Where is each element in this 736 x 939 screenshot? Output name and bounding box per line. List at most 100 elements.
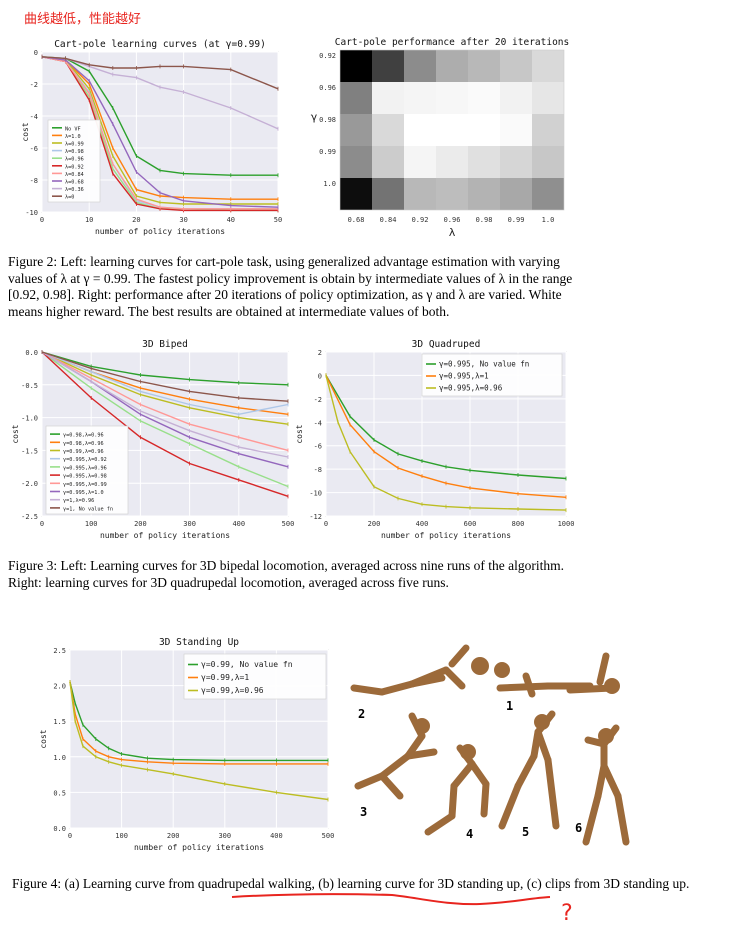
heatmap-cell bbox=[500, 178, 532, 210]
y-tick-label: 2 bbox=[318, 349, 322, 357]
legend-box bbox=[183, 653, 327, 700]
cartpole-learning-curves-chart: 0 10 20 30 40 50 0 -2 -4 -6 -8 -10 Cart-pole learnin… bbox=[21, 39, 282, 236]
figure-clip-3 bbox=[354, 712, 438, 800]
heatmap-cell bbox=[340, 50, 372, 82]
heatmap-cell bbox=[372, 82, 404, 114]
y-tick-label: -1.5 bbox=[21, 447, 38, 455]
y-tick-label: 0.96 bbox=[319, 84, 336, 92]
x-tick-label: 100 bbox=[115, 832, 128, 840]
heatmap-cell bbox=[468, 114, 500, 146]
clip-label-4: 4 bbox=[466, 827, 473, 841]
series-line bbox=[325, 375, 567, 511]
heatmap-cell bbox=[532, 50, 564, 82]
y-tick-label: 0.98 bbox=[319, 116, 336, 124]
y-tick-label: -4 bbox=[30, 113, 38, 121]
x-axis-label: number of policy iterations bbox=[381, 531, 511, 540]
x-tick-label: 0 bbox=[324, 520, 328, 528]
legend-entry: γ=0.99, No value fn bbox=[201, 660, 293, 669]
heatmap-cell bbox=[436, 146, 468, 178]
heatmap-cell bbox=[436, 178, 468, 210]
standing-up-clips-illustration: 2 1 3 4 5 6 bbox=[350, 644, 630, 846]
heatmap-cell bbox=[532, 178, 564, 210]
y-tick-label: -4 bbox=[314, 419, 322, 427]
y-axis-label: cost bbox=[295, 424, 304, 443]
legend-entry: γ=0.995,λ=0.99 bbox=[63, 482, 107, 488]
y-axis-label: cost bbox=[11, 424, 20, 443]
figure-clip-5 bbox=[498, 710, 560, 830]
y-tick-label: -8 bbox=[314, 466, 322, 474]
heatmap-cell bbox=[404, 82, 436, 114]
heatmap-cell bbox=[404, 50, 436, 82]
heatmap-cell bbox=[468, 146, 500, 178]
x-tick-label: 200 bbox=[368, 520, 381, 528]
series-line bbox=[41, 351, 289, 386]
biped-learning-curves-chart: 0 100 200 300 400 500 0.0 -0.5 -1.0 -1.5 -2.0 -2.5 3… bbox=[11, 339, 295, 540]
x-tick-label: 0.98 bbox=[476, 216, 493, 224]
y-tick-label: 1.0 bbox=[323, 180, 336, 188]
legend-entry: λ=0.99 bbox=[65, 142, 84, 148]
legend-entry: γ=0.995, No value fn bbox=[439, 360, 529, 369]
y-tick-label: 0 bbox=[34, 49, 38, 57]
question-mark-annotation: ? bbox=[560, 901, 573, 926]
figure2-caption: Figure 2: Left: learning curves for cart… bbox=[8, 254, 573, 319]
y-axis-label: γ bbox=[311, 110, 318, 123]
y-tick-label: 2.5 bbox=[53, 647, 66, 655]
heatmap-cell bbox=[372, 50, 404, 82]
x-tick-label: 0.96 bbox=[444, 216, 461, 224]
heatmap-cell bbox=[404, 114, 436, 146]
heatmap-cell bbox=[532, 114, 564, 146]
heatmap-cell bbox=[372, 178, 404, 210]
x-tick-label: 800 bbox=[512, 520, 525, 528]
y-tick-label: -0.5 bbox=[21, 382, 38, 390]
legend-entry: γ=1,λ=0.96 bbox=[63, 498, 94, 504]
heatmap-cell bbox=[500, 114, 532, 146]
x-tick-label: 0.99 bbox=[508, 216, 525, 224]
heatmap-cell bbox=[468, 178, 500, 210]
legend: γ=0.995, No value fn γ=0.995,λ=1 γ=0.995,λ… bbox=[421, 353, 563, 397]
chart-title: Cart-pole performance after 20 iteration… bbox=[335, 37, 570, 48]
y-axis-label: cost bbox=[21, 122, 30, 141]
y-axis-label: cost bbox=[39, 729, 48, 748]
y-tick-label: 1.5 bbox=[53, 718, 66, 726]
clip-label-5: 5 bbox=[522, 825, 529, 839]
chart-title: Cart-pole learning curves (at γ=0.99) bbox=[54, 39, 266, 50]
handwritten-note: 曲线越低，性能越好 bbox=[24, 12, 142, 27]
x-tick-label: 1.0 bbox=[542, 216, 555, 224]
y-tick-label: -2.5 bbox=[21, 513, 38, 521]
x-tick-label: 20 bbox=[132, 216, 140, 224]
series-line bbox=[41, 351, 289, 497]
clip-label-2: 2 bbox=[358, 707, 365, 721]
figure-clip-4 bbox=[424, 744, 490, 836]
legend-entry: γ=0.98,λ=0.96 bbox=[63, 433, 104, 439]
heatmap-cell bbox=[532, 82, 564, 114]
legend-entry: λ=0.96 bbox=[65, 157, 84, 163]
x-axis-label: λ bbox=[449, 226, 456, 238]
legend-entry: λ=0.36 bbox=[65, 187, 84, 193]
legend-entry: γ=0.99,λ=0.96 bbox=[201, 686, 264, 695]
x-tick-label: 50 bbox=[274, 216, 282, 224]
clip-label-1: 1 bbox=[506, 699, 513, 713]
heatmap-cell bbox=[468, 82, 500, 114]
x-tick-label: 0 bbox=[40, 216, 44, 224]
legend-entry: γ=0.995,λ=0.96 bbox=[63, 465, 107, 471]
y-tick-label: -10 bbox=[25, 209, 38, 217]
x-tick-label: 600 bbox=[464, 520, 477, 528]
legend-entry: λ=0.92 bbox=[65, 164, 84, 170]
heatmap-cell bbox=[500, 82, 532, 114]
x-tick-label: 500 bbox=[282, 520, 295, 528]
x-tick-label: 10 bbox=[85, 216, 93, 224]
series-line bbox=[41, 351, 289, 425]
x-tick-label: 40 bbox=[227, 216, 235, 224]
heatmap-cell bbox=[404, 178, 436, 210]
heatmap-cell bbox=[532, 146, 564, 178]
x-tick-label: 300 bbox=[218, 832, 231, 840]
x-axis-label: number of policy iterations bbox=[95, 227, 225, 236]
x-axis-label: number of policy iterations bbox=[134, 843, 264, 852]
heatmap-cell bbox=[468, 50, 500, 82]
x-tick-label: 400 bbox=[416, 520, 429, 528]
legend-entry: γ=0.995,λ=0.92 bbox=[63, 457, 107, 463]
y-tick-label: -6 bbox=[30, 145, 38, 153]
clip-label-6: 6 bbox=[575, 821, 582, 835]
series-line bbox=[41, 351, 289, 452]
